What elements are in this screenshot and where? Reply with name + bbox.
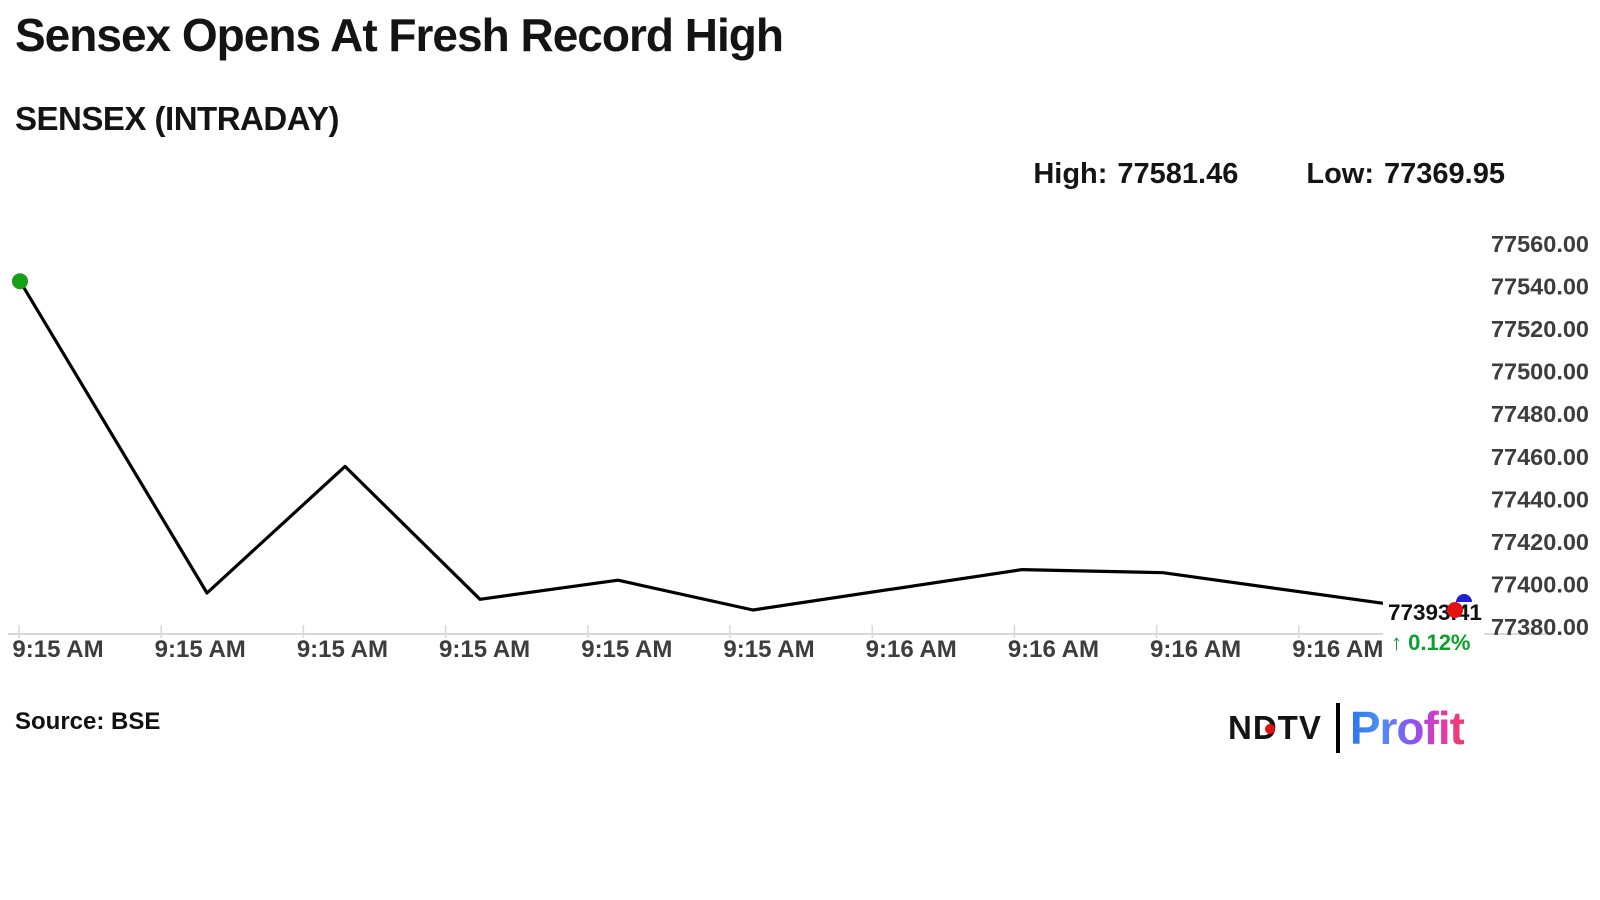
last-trade-marker-dot bbox=[1447, 602, 1463, 618]
price-line bbox=[18, 279, 1387, 612]
x-axis-label: 9:16 AM bbox=[1292, 636, 1383, 663]
ndtv-logo-text: NDTV bbox=[1228, 709, 1322, 747]
high-low-stats: High: 77581.46 Low: 77369.95 bbox=[1033, 158, 1505, 191]
y-axis-label: 77420.00 bbox=[1491, 529, 1589, 555]
last-value-label: 77393.41 bbox=[1388, 600, 1482, 625]
high-value: 77581.46 bbox=[1117, 158, 1239, 190]
high-stat: High: 77581.46 bbox=[1033, 158, 1238, 191]
y-axis-label: 77540.00 bbox=[1491, 274, 1589, 300]
low-stat: Low: 77369.95 bbox=[1306, 158, 1505, 191]
ndtv-red-dot-icon bbox=[1265, 724, 1275, 734]
profit-logo-text: Profit bbox=[1349, 702, 1465, 754]
source-text: Source: BSE bbox=[15, 708, 161, 735]
low-value: 77369.95 bbox=[1384, 158, 1505, 190]
y-axis-label: 77400.00 bbox=[1491, 571, 1589, 597]
annotation-backdrop bbox=[1383, 592, 1484, 654]
x-axis-label: 9:15 AM bbox=[723, 636, 814, 663]
page-title: Sensex Opens At Fresh Record High bbox=[15, 9, 784, 61]
y-axis-label: 77480.00 bbox=[1491, 401, 1589, 427]
x-axis-label: 9:16 AM bbox=[1150, 636, 1241, 663]
y-axis-label: 77440.00 bbox=[1491, 486, 1589, 512]
y-axis-label: 77520.00 bbox=[1491, 316, 1589, 342]
x-axis-label: 9:15 AM bbox=[155, 636, 246, 663]
high-label: High: bbox=[1033, 158, 1108, 190]
ndtv-profit-logo: NDTV Profit bbox=[1228, 698, 1465, 758]
intraday-chart: 9:15 AM 9:15 AM 9:15 AM 9:15 AM 9:15 AM 9:15 … bbox=[0, 210, 1600, 680]
logo-separator-bar bbox=[1335, 703, 1340, 753]
x-axis-label: 9:15 AM bbox=[12, 636, 103, 663]
x-axis-label: 9:15 AM bbox=[439, 636, 530, 663]
x-axis-label: 9:16 AM bbox=[1008, 636, 1099, 663]
secondary-marker-dot bbox=[1456, 594, 1472, 602]
low-label: Low: bbox=[1306, 158, 1375, 190]
y-axis-label: 77500.00 bbox=[1491, 359, 1589, 385]
change-percent-label: ↑ 0.12% bbox=[1391, 630, 1471, 655]
y-axis-label: 77460.00 bbox=[1491, 444, 1589, 470]
x-axis-label: 9:15 AM bbox=[581, 636, 672, 663]
y-axis-label: 77380.00 bbox=[1491, 614, 1589, 640]
x-axis-label: 9:16 AM bbox=[866, 636, 957, 663]
x-axis-label: 9:15 AM bbox=[297, 636, 388, 663]
open-marker-dot bbox=[12, 273, 28, 290]
intraday-chart-svg: 9:15 AM 9:15 AM 9:15 AM 9:15 AM 9:15 AM 9:15 … bbox=[8, 231, 1589, 663]
chart-subtitle: SENSEX (INTRADAY) bbox=[15, 100, 340, 137]
y-axis-label: 77560.00 bbox=[1491, 231, 1589, 257]
